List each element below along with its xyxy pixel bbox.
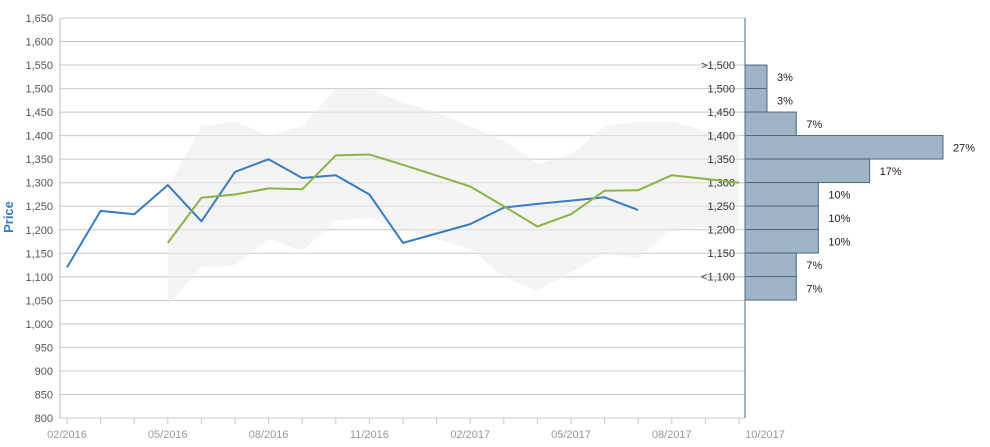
- series-line-1: [66, 158, 639, 268]
- histogram-bar: [744, 158, 871, 184]
- price-distribution-histogram: 3% >1,500 3% 1,500 7% 1,450 27% 1,400 17% 1,350 10…: [701, 60, 975, 301]
- histogram-bin-label: 1,350: [707, 154, 735, 166]
- range-band-area: [167, 88, 740, 306]
- x-axis: 02/2016 05/2016 08/2016 11/2016 02/2017 05/20…: [47, 418, 785, 441]
- x-tick-label: 02/2016: [47, 429, 87, 441]
- x-tick-label: 11/2016: [350, 429, 389, 441]
- y-tick-label: 900: [35, 366, 53, 378]
- histogram-percent-label: 7%: [806, 119, 822, 131]
- histogram-percent-label: 27%: [953, 142, 975, 154]
- y-tick-label: 1,350: [25, 154, 53, 166]
- x-tick-label: 10/2017: [745, 429, 785, 441]
- y-tick-label: 1,400: [25, 131, 53, 143]
- histogram-bar: [744, 182, 819, 207]
- y-tick-label: 850: [35, 389, 53, 401]
- histogram-percent-label: 10%: [828, 213, 850, 225]
- histogram-bar: [744, 229, 819, 254]
- y-tick-label: 1,600: [25, 37, 53, 49]
- histogram-bin-label: 1,150: [707, 248, 735, 260]
- histogram-bin-label: 1,250: [707, 201, 735, 213]
- range-band: [167, 88, 740, 306]
- y-tick-label: 1,550: [25, 60, 53, 72]
- histogram-percent-label: 3%: [777, 72, 793, 84]
- histogram-bar: [744, 88, 768, 113]
- y-tick-label: 1,650: [25, 13, 53, 25]
- histogram-bar: [744, 111, 797, 137]
- histogram-percent-label: 7%: [806, 260, 822, 272]
- histogram-percent-label: 10%: [828, 236, 850, 248]
- x-tick-label: 02/2017: [450, 429, 490, 441]
- histogram-bin-label: 1,500: [707, 84, 735, 96]
- price-series: [66, 153, 740, 268]
- y-axis-title: Price: [1, 201, 16, 233]
- histogram-bar: [744, 252, 797, 278]
- y-tick-label: 1,450: [25, 107, 53, 119]
- y-tick-label: 950: [35, 342, 53, 354]
- y-tick-label: 1,300: [25, 178, 53, 190]
- y-tick-label: 1,150: [25, 248, 53, 260]
- histogram-percent-label: 3%: [777, 95, 793, 107]
- histogram-percent-label: 10%: [828, 189, 850, 201]
- histogram-bar: [744, 276, 797, 301]
- x-tick-label: 05/2017: [551, 429, 591, 441]
- histogram-bin-label: >1,500: [701, 60, 735, 72]
- y-tick-label: 1,250: [25, 201, 53, 213]
- histogram-bin-label: 1,450: [707, 107, 735, 119]
- y-tick-label: 1,050: [25, 295, 53, 307]
- histogram-percent-label: 7%: [806, 283, 822, 295]
- x-tick-label: 05/2016: [148, 429, 188, 441]
- y-tick-label: 800: [35, 413, 53, 425]
- y-tick-label: 1,500: [25, 84, 53, 96]
- y-tick-label: 1,200: [25, 225, 53, 237]
- y-axis: 1,650 1,600 1,550 1,500 1,450 1,400 1,350 1,300…: [25, 13, 61, 425]
- histogram-bin-label: <1,100: [701, 272, 735, 284]
- series-line-2: [166, 153, 740, 244]
- x-tick-label: 08/2017: [652, 429, 692, 441]
- x-tick-label: 08/2016: [249, 429, 289, 441]
- y-tick-label: 1,000: [25, 319, 53, 331]
- histogram-bin-label: 1,400: [707, 131, 735, 143]
- histogram-bin-label: 1,200: [707, 225, 735, 237]
- histogram-bar: [744, 135, 944, 160]
- histogram-percent-label: 17%: [880, 166, 902, 178]
- histogram-bar: [744, 64, 768, 90]
- y-tick-label: 1,100: [25, 272, 53, 284]
- histogram-bar: [744, 205, 819, 231]
